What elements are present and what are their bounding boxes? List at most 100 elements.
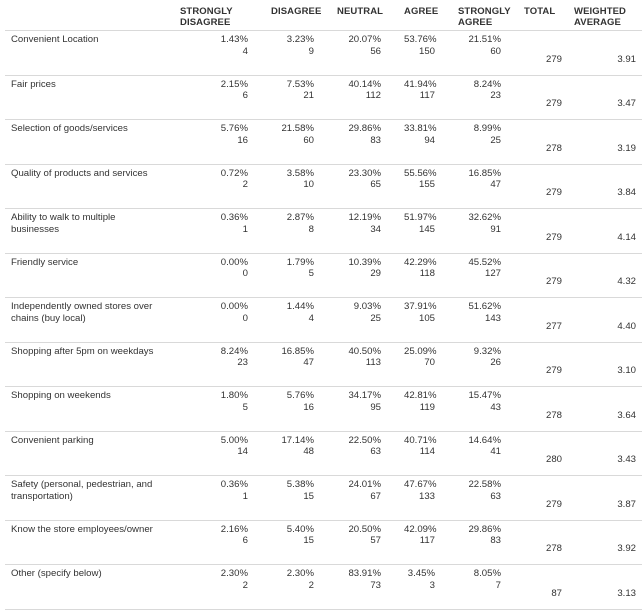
response-count: 0 bbox=[242, 312, 248, 324]
row-label: Convenient parking bbox=[5, 430, 177, 476]
response-cell: 7.53% 21 bbox=[268, 74, 334, 120]
response-percent: 8.24% bbox=[220, 345, 248, 357]
header-agree: AGREE bbox=[404, 6, 439, 17]
row-label: Shopping on weekends bbox=[5, 386, 177, 431]
response-cell: 5.76% 16 bbox=[268, 386, 334, 431]
header-total: TOTAL bbox=[524, 6, 556, 17]
row-weighted-average: 3.47 bbox=[571, 74, 642, 120]
row-weighted-average: 3.84 bbox=[571, 163, 642, 209]
response-percent: 42.81% bbox=[404, 390, 437, 401]
response-cell: 20.07% 56 bbox=[334, 30, 401, 75]
response-percent: 55.56% bbox=[404, 167, 437, 179]
response-percent: 0.36% bbox=[220, 479, 248, 490]
response-count: 23 bbox=[490, 90, 501, 102]
response-percent: 41.94% bbox=[404, 78, 437, 90]
response-percent: 10.39% bbox=[348, 256, 381, 268]
response-percent: 16.85% bbox=[468, 167, 501, 179]
response-cell: 20.50% 57 bbox=[334, 519, 401, 565]
response-percent: 22.58% bbox=[468, 479, 501, 490]
response-count: 65 bbox=[370, 179, 381, 191]
response-cell: 42.81% 119 bbox=[401, 386, 455, 431]
response-cell: 47.67% 133 bbox=[401, 475, 455, 520]
response-cell: 42.29% 118 bbox=[401, 252, 455, 298]
response-percent: 14.64% bbox=[468, 434, 501, 446]
table-row: Friendly service 0.00% 0 1.79% 5 10.39% 29 42.2… bbox=[5, 252, 642, 298]
response-percent: 22.50% bbox=[348, 434, 381, 446]
row-total: 279 bbox=[521, 208, 571, 253]
response-cell: 40.14% 112 bbox=[334, 74, 401, 120]
response-count: 10 bbox=[303, 179, 314, 191]
response-count: 150 bbox=[418, 45, 435, 57]
response-count: 2 bbox=[242, 179, 248, 191]
response-cell: 51.97% 145 bbox=[401, 208, 455, 253]
response-percent: 33.81% bbox=[404, 123, 437, 134]
response-cell: 2.30% 2 bbox=[177, 564, 268, 610]
response-percent: 2.30% bbox=[286, 568, 314, 579]
response-count: 119 bbox=[419, 401, 435, 413]
response-percent: 23.30% bbox=[348, 167, 381, 179]
row-total: 278 bbox=[521, 386, 571, 431]
response-count: 21 bbox=[303, 90, 314, 102]
response-cell: 0.00% 0 bbox=[177, 297, 268, 342]
response-count: 70 bbox=[424, 357, 435, 369]
response-percent: 15.47% bbox=[468, 390, 501, 401]
response-count: 3 bbox=[429, 579, 435, 591]
row-weighted-average: 3.91 bbox=[571, 30, 642, 75]
response-count: 5 bbox=[242, 401, 248, 413]
row-total: 278 bbox=[521, 519, 571, 565]
row-label: Know the store employees/owner bbox=[5, 519, 177, 565]
response-percent: 53.76% bbox=[404, 34, 437, 45]
header-disagree: DISAGREE bbox=[271, 6, 322, 17]
table-row: Fair prices 2.15% 6 7.53% 21 40.14% 112 41.94% 1… bbox=[5, 74, 642, 120]
response-cell: 2.15% 6 bbox=[177, 74, 268, 120]
response-cell: 32.62% 91 bbox=[455, 208, 521, 253]
row-total: 87 bbox=[521, 564, 571, 610]
response-percent: 2.87% bbox=[286, 212, 314, 223]
response-count: 6 bbox=[242, 90, 248, 102]
response-count: 25 bbox=[370, 312, 381, 324]
response-cell: 12.19% 34 bbox=[334, 208, 401, 253]
response-percent: 1.79% bbox=[286, 256, 314, 268]
response-cell: 40.71% 114 bbox=[401, 430, 455, 476]
row-label: Convenient Location bbox=[5, 30, 177, 75]
response-count: 34 bbox=[370, 223, 381, 235]
row-label: Fair prices bbox=[5, 74, 177, 120]
response-cell: 53.76% 150 bbox=[401, 30, 455, 75]
row-label: Ability to walk to multiple businesses bbox=[5, 208, 177, 253]
row-total: 279 bbox=[521, 74, 571, 120]
response-count: 117 bbox=[419, 90, 435, 102]
response-percent: 34.17% bbox=[348, 390, 381, 401]
response-cell: 15.47% 43 bbox=[455, 386, 521, 431]
row-weighted-average: 3.43 bbox=[571, 430, 642, 476]
response-percent: 37.91% bbox=[404, 301, 437, 312]
response-percent: 20.07% bbox=[348, 34, 381, 45]
response-cell: 21.58% 60 bbox=[268, 119, 334, 164]
response-percent: 1.44% bbox=[286, 301, 314, 312]
row-label: Other (specify below) bbox=[5, 564, 177, 610]
response-percent: 0.36% bbox=[220, 212, 248, 223]
response-percent: 8.05% bbox=[473, 568, 501, 579]
response-cell: 45.52% 127 bbox=[455, 252, 521, 298]
response-percent: 0.00% bbox=[220, 301, 248, 312]
row-weighted-average: 3.64 bbox=[571, 386, 642, 431]
response-percent: 20.50% bbox=[348, 523, 381, 535]
header-neutral: NEUTRAL bbox=[337, 6, 384, 17]
response-count: 5 bbox=[308, 268, 314, 280]
response-cell: 51.62% 143 bbox=[455, 297, 521, 342]
table-row: Selection of goods/services 5.76% 16 21.58%… bbox=[5, 119, 642, 164]
response-count: 47 bbox=[490, 179, 501, 191]
response-percent: 3.58% bbox=[286, 167, 314, 179]
response-count: 4 bbox=[308, 312, 314, 324]
response-percent: 40.14% bbox=[348, 78, 381, 90]
response-cell: 17.14% 48 bbox=[268, 430, 334, 476]
response-count: 16 bbox=[237, 134, 248, 146]
response-percent: 17.14% bbox=[281, 434, 314, 446]
header-label bbox=[5, 0, 177, 31]
table-row: Quality of products and services 0.72% 2 3.… bbox=[5, 163, 642, 209]
response-count: 83 bbox=[370, 134, 381, 146]
response-percent: 12.19% bbox=[348, 212, 381, 223]
response-percent: 51.62% bbox=[468, 301, 501, 312]
response-count: 16 bbox=[303, 401, 314, 413]
response-cell: 16.85% 47 bbox=[455, 163, 521, 209]
response-percent: 2.16% bbox=[220, 523, 248, 535]
